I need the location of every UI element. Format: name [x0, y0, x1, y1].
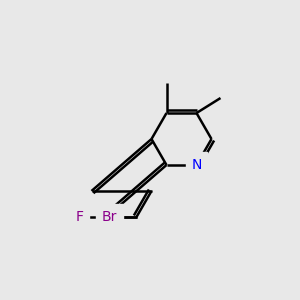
Text: N: N	[191, 158, 202, 172]
Text: F: F	[76, 210, 83, 224]
Text: Br: Br	[102, 210, 117, 224]
